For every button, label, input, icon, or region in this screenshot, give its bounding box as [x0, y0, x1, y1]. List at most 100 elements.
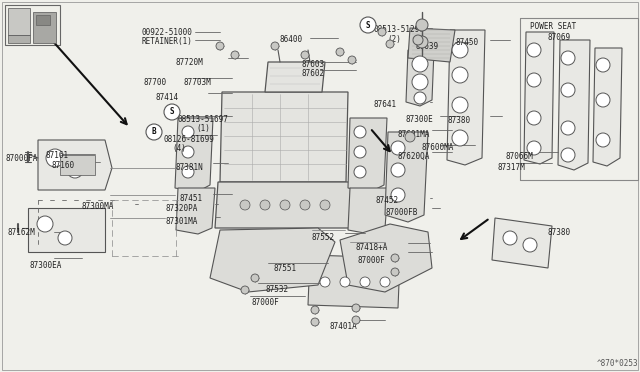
Circle shape: [391, 141, 405, 155]
Circle shape: [311, 318, 319, 326]
FancyBboxPatch shape: [5, 5, 60, 45]
Polygon shape: [8, 8, 30, 35]
Text: POWER SEAT: POWER SEAT: [530, 22, 576, 31]
Circle shape: [146, 124, 162, 140]
Circle shape: [320, 200, 330, 210]
Polygon shape: [210, 228, 335, 292]
Polygon shape: [175, 118, 213, 192]
Text: B: B: [152, 128, 156, 137]
Text: 87301MA: 87301MA: [166, 217, 198, 226]
Circle shape: [240, 200, 250, 210]
Circle shape: [354, 126, 366, 138]
Circle shape: [231, 51, 239, 59]
Text: 87000FB: 87000FB: [385, 208, 417, 217]
Text: 87700: 87700: [143, 78, 166, 87]
Text: 87532: 87532: [265, 285, 288, 294]
Text: 87603: 87603: [302, 60, 325, 69]
Circle shape: [386, 40, 394, 48]
Polygon shape: [28, 208, 105, 252]
Circle shape: [182, 146, 194, 158]
Text: 87000F: 87000F: [358, 256, 386, 265]
Polygon shape: [36, 15, 50, 25]
Polygon shape: [215, 182, 355, 228]
Text: 87450: 87450: [455, 38, 478, 47]
Text: S: S: [170, 108, 174, 116]
Circle shape: [452, 42, 468, 58]
Text: 87620QA: 87620QA: [397, 152, 429, 161]
Circle shape: [596, 133, 610, 147]
Polygon shape: [524, 32, 554, 164]
Text: 87300E: 87300E: [406, 115, 434, 124]
Circle shape: [301, 51, 309, 59]
Circle shape: [561, 121, 575, 135]
Polygon shape: [447, 30, 485, 165]
Text: 87401A: 87401A: [330, 322, 358, 331]
Text: 87000F: 87000F: [251, 298, 279, 307]
Circle shape: [405, 132, 415, 142]
Text: 86400: 86400: [280, 35, 303, 44]
Circle shape: [412, 74, 428, 90]
Text: 87300MA: 87300MA: [82, 202, 115, 211]
Text: 87380: 87380: [447, 116, 470, 125]
Text: 00922-51000: 00922-51000: [142, 28, 193, 37]
Circle shape: [413, 35, 423, 45]
Polygon shape: [385, 132, 428, 222]
Text: RETAINER(1): RETAINER(1): [142, 37, 193, 46]
Circle shape: [354, 166, 366, 178]
Circle shape: [527, 111, 541, 125]
Circle shape: [416, 19, 428, 31]
Text: 87414: 87414: [155, 93, 178, 102]
Text: 87320PA: 87320PA: [165, 204, 197, 213]
Circle shape: [561, 83, 575, 97]
Polygon shape: [176, 188, 215, 234]
Circle shape: [216, 42, 224, 50]
Circle shape: [596, 93, 610, 107]
Circle shape: [360, 17, 376, 33]
Text: 87452: 87452: [376, 196, 399, 205]
Circle shape: [241, 286, 249, 294]
Text: ^870*0253: ^870*0253: [596, 359, 638, 368]
Circle shape: [58, 231, 72, 245]
Circle shape: [182, 126, 194, 138]
Text: 87161: 87161: [46, 151, 69, 160]
Text: 87601MA: 87601MA: [397, 130, 429, 139]
Text: 08513-51697: 08513-51697: [178, 115, 229, 124]
Polygon shape: [593, 48, 622, 166]
Circle shape: [527, 73, 541, 87]
Polygon shape: [220, 92, 348, 182]
Polygon shape: [558, 40, 590, 170]
Circle shape: [380, 277, 390, 287]
Text: (1): (1): [196, 124, 210, 133]
Polygon shape: [8, 35, 30, 43]
Circle shape: [260, 200, 270, 210]
Polygon shape: [408, 28, 455, 62]
Circle shape: [391, 163, 405, 177]
Polygon shape: [60, 155, 95, 175]
Polygon shape: [33, 12, 56, 43]
Text: 87000FA: 87000FA: [5, 154, 37, 163]
Text: 87160: 87160: [52, 161, 75, 170]
Circle shape: [412, 56, 428, 72]
Circle shape: [596, 58, 610, 72]
Circle shape: [414, 92, 426, 104]
Circle shape: [336, 48, 344, 56]
Text: (4): (4): [172, 144, 186, 153]
Circle shape: [561, 51, 575, 65]
Circle shape: [280, 200, 290, 210]
Circle shape: [300, 200, 310, 210]
Circle shape: [391, 188, 405, 202]
Polygon shape: [340, 224, 432, 292]
Text: 87552: 87552: [312, 233, 335, 242]
Polygon shape: [406, 50, 434, 106]
Circle shape: [340, 277, 350, 287]
Circle shape: [452, 67, 468, 83]
Circle shape: [320, 277, 330, 287]
Circle shape: [523, 238, 537, 252]
Circle shape: [391, 254, 399, 262]
Text: 87317M: 87317M: [498, 163, 525, 172]
Text: 87418+A: 87418+A: [355, 243, 387, 252]
Text: 87162M: 87162M: [8, 228, 36, 237]
Circle shape: [271, 42, 279, 50]
Circle shape: [182, 166, 194, 178]
Text: 87451: 87451: [179, 194, 202, 203]
